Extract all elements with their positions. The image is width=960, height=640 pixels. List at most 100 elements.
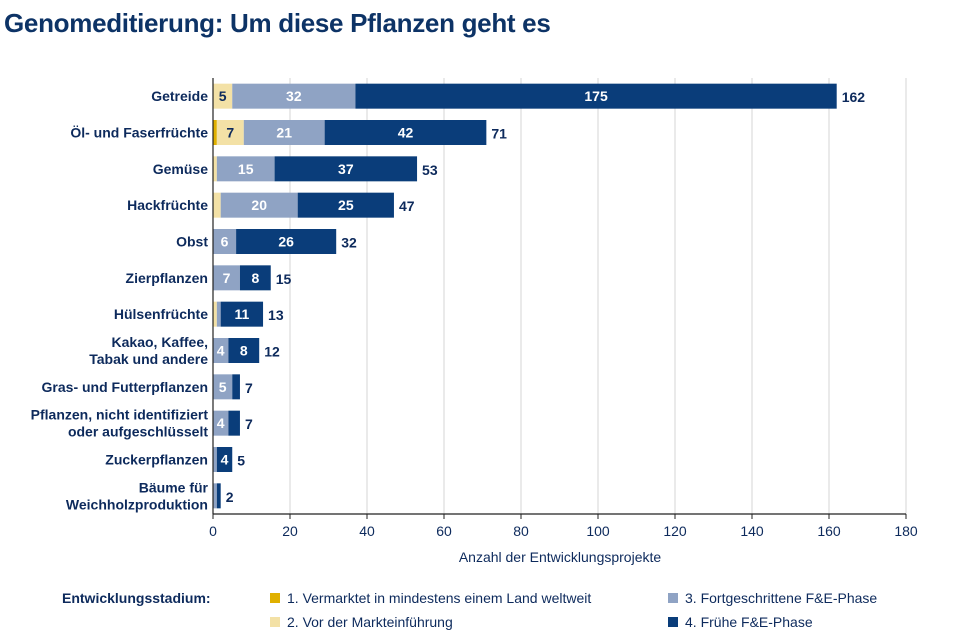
category-label: Zierpflanzen [126,270,208,286]
legend-item-fortgeschritten: 3. Fortgeschrittene F&E-Phase [668,590,877,606]
bar-segment [213,156,217,182]
bar-segment [324,120,487,145]
bar-segment [220,192,298,218]
legend-swatch-fortgeschritten [668,593,678,603]
total-label: 12 [264,344,280,360]
bar-segment [213,192,221,218]
gridlines [289,78,907,514]
legend-item-vermarktet: 1. Vermarktet in mindestens einem Land w… [270,590,591,606]
segment-label: 7 [223,270,231,286]
x-tick-label: 80 [513,523,529,539]
x-tick-label: 180 [894,523,918,539]
x-tick-label: 120 [663,523,687,539]
legend-swatch-vermarktet [270,593,280,603]
bar-segment [213,410,229,436]
segment-label: 4 [217,415,225,431]
chart-title: Genomeditierung: Um diese Pflanzen geht … [4,8,551,38]
segment-label: 5 [219,88,227,104]
category-label: Zuckerpflanzen [105,452,208,468]
bar-segment [213,374,233,400]
bar-segment [216,447,233,472]
category-label: Gras- und Futterpflanzen [42,379,208,395]
total-label: 5 [237,453,245,469]
segment-label: 8 [251,270,259,286]
bar-segment [213,265,240,291]
bar-segment [216,120,244,145]
segment-label: 20 [251,197,267,213]
category-label: Hülsenfrüchte [114,306,208,322]
category-label: Getreide [151,88,208,104]
bar-segment [213,229,237,254]
total-label: 32 [341,235,357,251]
category-label: Hackfrüchte [127,197,208,213]
legend-label: 2. Vor der Markteinführung [287,614,453,630]
bar-segment [232,83,356,109]
legend-label: 1. Vermarktet in mindestens einem Land w… [287,590,592,606]
total-label: 162 [842,89,866,105]
bar-segment [297,192,394,218]
segment-label: 37 [338,161,354,177]
x-tick-label: 40 [359,523,375,539]
legend-label: 4. Frühe F&E-Phase [685,614,813,630]
category-label: Bäume für Weichholzproduktion [66,479,209,512]
segment-label: 5 [219,379,227,395]
segment-label: 32 [286,88,302,104]
bar-segment [243,120,325,145]
bar-segment [228,410,240,436]
segment-label: 175 [584,88,608,104]
category-label: Kakao, Kaffee, Tabak und andere [89,334,208,367]
bar-segment [213,338,229,363]
x-tick-label: 140 [740,523,764,539]
bar-segment [236,229,337,254]
total-label: 7 [245,416,253,432]
total-label: 71 [491,126,507,142]
legend-swatch-fruehe-phase [668,617,678,627]
bar-segment [228,338,260,363]
bar-segment [213,483,217,509]
bar-segment [355,83,837,109]
total-label: 13 [268,307,284,323]
segment-label: 4 [221,452,229,468]
bar-segment [216,156,275,182]
x-axis: 0 20 40 60 80 100 120 140 160 180 [209,78,918,539]
total-label: 7 [245,380,253,396]
total-label: 47 [399,198,415,214]
total-label: 53 [422,162,438,178]
category-label: Pflanzen, nicht identifiziert oder aufges… [31,407,209,440]
segment-label: 42 [398,125,414,141]
category-labels: Getreide Öl- und Faserfrüchte Gemüse Hackfr… [31,88,209,512]
x-axis-label: Anzahl der Entwicklungsprojekte [459,549,662,565]
segment-label: 25 [338,197,354,213]
segment-label: 6 [221,234,229,250]
legend-swatch-vor-markteinfuehrung [270,617,280,627]
legend-item-vor-markteinfuehrung: 2. Vor der Markteinführung [270,614,453,630]
segment-label: 21 [276,125,292,141]
legend-label: 3. Fortgeschrittene F&E-Phase [685,590,878,606]
x-tick-label: 20 [282,523,298,539]
legend-item-fruehe-phase: 4. Frühe F&E-Phase [668,614,813,630]
legend-title: Entwicklungsstadium: [62,590,211,606]
x-tick-label: 100 [586,523,610,539]
bar-segment [232,374,240,400]
total-label: 15 [276,271,292,287]
x-tick-label: 60 [436,523,452,539]
category-label: Öl- und Faserfrüchte [70,125,208,141]
bar-segment [216,301,221,327]
category-label: Obst [176,234,208,250]
segment-label: 7 [226,125,234,141]
segment-label: 15 [238,161,254,177]
bar-segment [274,156,418,182]
bar-segment [213,301,217,327]
bar-segment [213,120,217,145]
segment-label: 26 [278,234,294,250]
segment-label: 11 [234,306,249,322]
total-label: 2 [226,489,234,505]
bar-segment [239,265,271,291]
bar-segment [213,83,233,109]
segment-label: 8 [240,343,248,359]
category-label: Gemüse [153,161,208,177]
x-tick-label: 0 [209,523,217,539]
bar-segment [213,447,217,472]
